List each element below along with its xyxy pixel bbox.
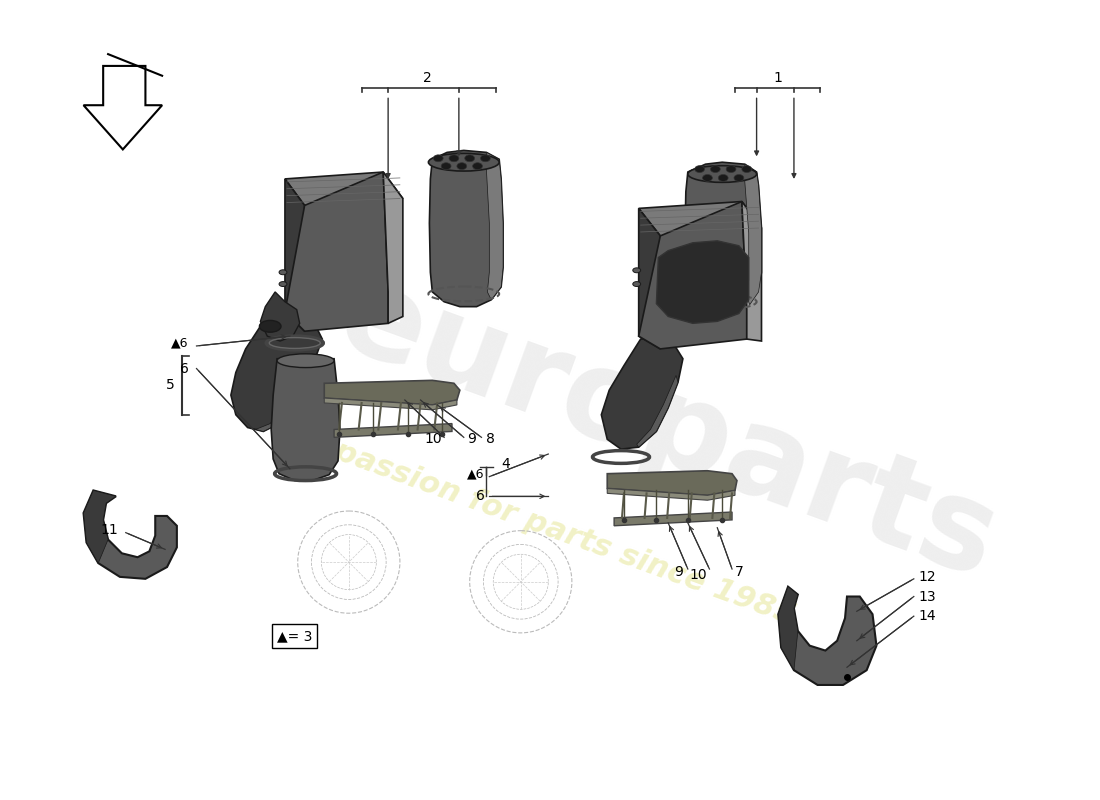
Ellipse shape [632, 268, 640, 273]
Polygon shape [383, 172, 403, 323]
Text: 10: 10 [690, 568, 707, 582]
Ellipse shape [711, 166, 720, 173]
Polygon shape [84, 490, 177, 579]
Text: 12: 12 [918, 570, 936, 584]
Polygon shape [685, 162, 761, 311]
Polygon shape [324, 380, 460, 405]
Ellipse shape [456, 162, 466, 170]
Text: 10: 10 [425, 432, 442, 446]
Ellipse shape [726, 166, 736, 173]
Text: 5: 5 [166, 378, 175, 392]
Ellipse shape [703, 174, 713, 182]
Text: a passion for parts since 1985: a passion for parts since 1985 [301, 426, 800, 630]
Polygon shape [429, 150, 503, 306]
Ellipse shape [718, 174, 728, 182]
Text: ▲6: ▲6 [172, 337, 189, 350]
Ellipse shape [441, 162, 451, 170]
Polygon shape [607, 489, 735, 500]
Text: 14: 14 [918, 609, 936, 623]
Polygon shape [607, 470, 737, 495]
Polygon shape [334, 423, 452, 438]
Text: 9: 9 [466, 432, 475, 446]
Text: 2: 2 [424, 70, 432, 85]
Text: 1: 1 [773, 70, 783, 85]
Polygon shape [614, 512, 732, 526]
Ellipse shape [473, 162, 483, 170]
Ellipse shape [449, 155, 459, 162]
Polygon shape [255, 356, 315, 431]
Polygon shape [639, 208, 660, 349]
Text: 11: 11 [100, 522, 118, 537]
Text: ▲= 3: ▲= 3 [277, 629, 312, 643]
Polygon shape [285, 179, 305, 331]
Text: 13: 13 [918, 590, 936, 603]
Text: 6: 6 [475, 490, 484, 503]
Polygon shape [285, 172, 403, 206]
Polygon shape [324, 398, 456, 410]
Ellipse shape [695, 166, 704, 173]
Polygon shape [285, 172, 388, 331]
Polygon shape [778, 586, 877, 685]
Ellipse shape [632, 282, 640, 286]
Text: 9: 9 [674, 565, 683, 579]
Ellipse shape [428, 154, 499, 171]
Text: 8: 8 [486, 432, 495, 446]
Ellipse shape [465, 155, 474, 162]
Text: ▲6: ▲6 [466, 467, 484, 480]
Polygon shape [637, 375, 678, 447]
Polygon shape [272, 358, 340, 481]
Ellipse shape [260, 321, 280, 332]
Ellipse shape [688, 166, 757, 182]
Polygon shape [602, 336, 683, 449]
Polygon shape [741, 202, 761, 341]
Text: 4: 4 [502, 457, 510, 471]
Ellipse shape [734, 174, 744, 182]
Text: 7: 7 [735, 565, 744, 579]
Polygon shape [778, 586, 798, 670]
Polygon shape [639, 202, 761, 236]
Text: 6: 6 [179, 362, 189, 375]
Polygon shape [486, 152, 503, 300]
Polygon shape [639, 202, 747, 349]
Ellipse shape [433, 155, 443, 162]
Polygon shape [84, 66, 162, 150]
Ellipse shape [279, 282, 287, 286]
Polygon shape [745, 164, 761, 305]
Polygon shape [261, 292, 299, 341]
Polygon shape [231, 306, 322, 431]
Polygon shape [657, 241, 749, 323]
Ellipse shape [741, 166, 751, 173]
Ellipse shape [279, 270, 287, 274]
Text: europarts: europarts [323, 254, 1013, 605]
Ellipse shape [277, 354, 334, 367]
Ellipse shape [481, 155, 491, 162]
Polygon shape [84, 490, 116, 563]
